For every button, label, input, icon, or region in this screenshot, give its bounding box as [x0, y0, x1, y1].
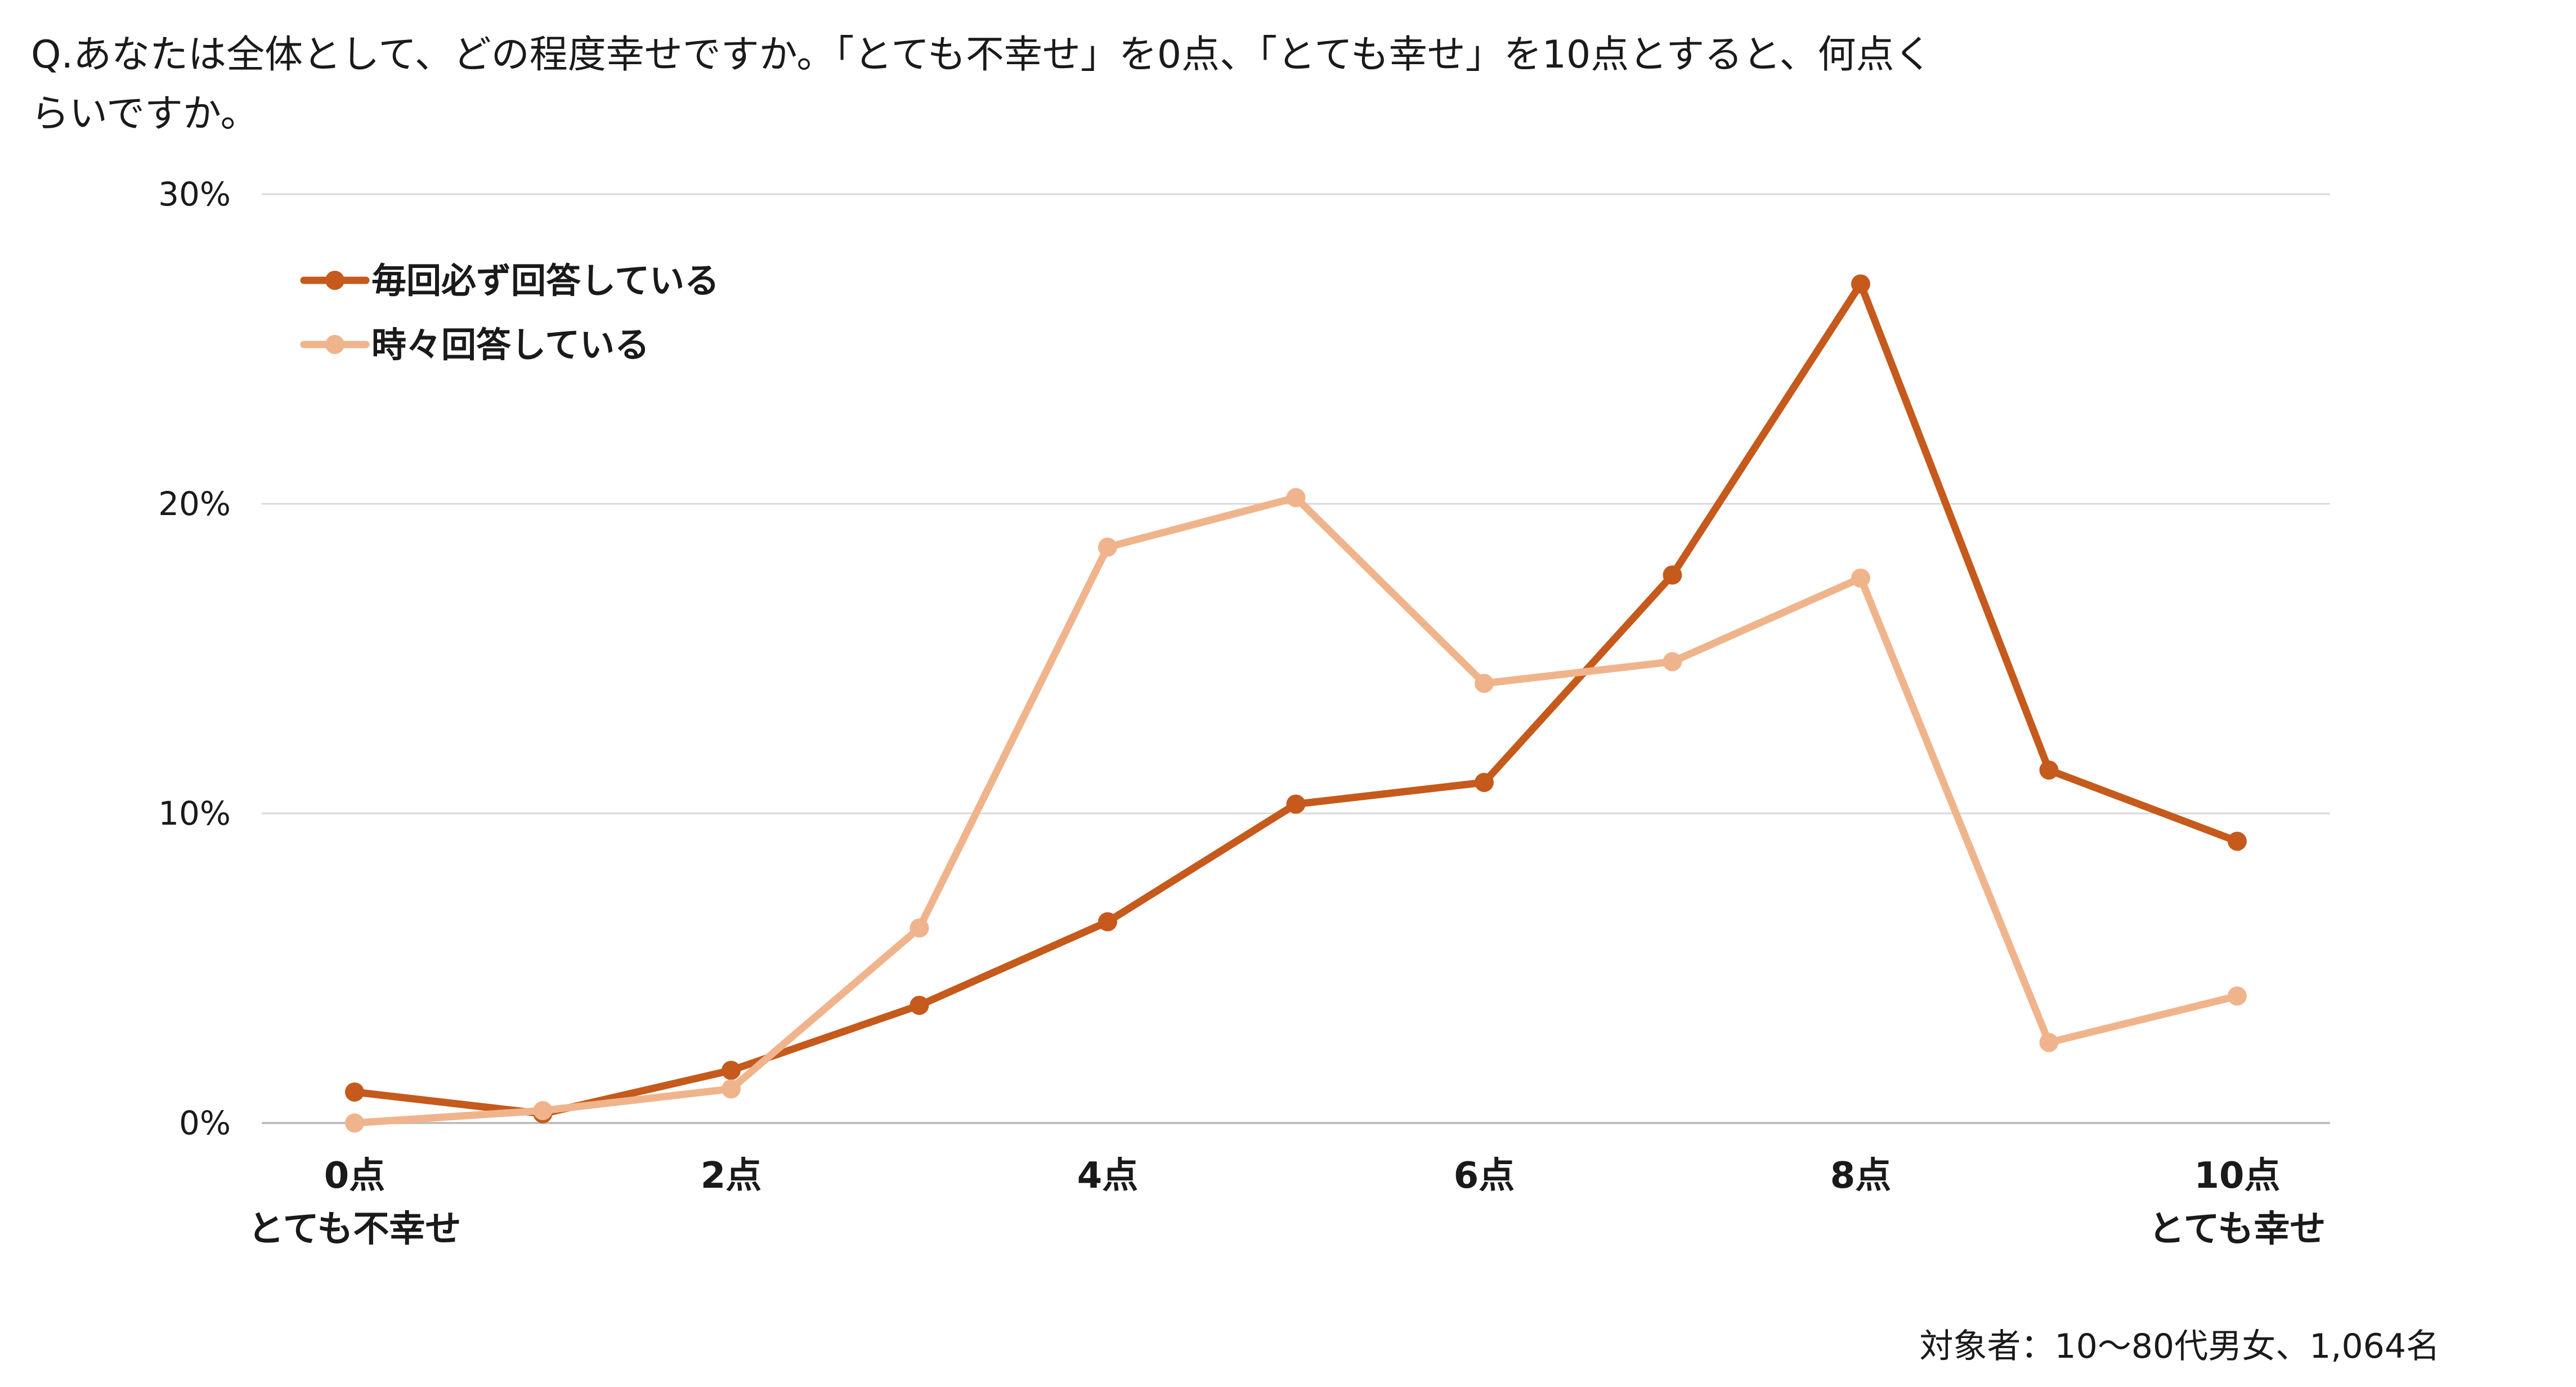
x-tick-label: 4点 — [1077, 1155, 1139, 1197]
series-lines — [345, 274, 2247, 1133]
legend-item-2: 時々回答している — [300, 324, 649, 365]
data-point — [2228, 831, 2247, 851]
data-point — [533, 1101, 553, 1120]
x-tick-sublabel: とても幸せ — [2149, 1209, 2326, 1250]
x-tick-label: 10点 — [2194, 1155, 2280, 1197]
data-point — [1098, 912, 1117, 932]
data-point — [1098, 538, 1117, 557]
series-2 — [345, 488, 2247, 1133]
legend-item-1: 毎回必ず回答している — [300, 260, 719, 301]
y-tick-label: 20% — [158, 485, 231, 523]
data-point — [2228, 986, 2247, 1006]
data-point — [1663, 652, 1682, 672]
data-point — [2039, 1033, 2059, 1052]
series-line — [351, 280, 2241, 1117]
y-tick-label: 10% — [158, 794, 231, 833]
x-tick-label: 8点 — [1830, 1155, 1892, 1197]
data-point — [722, 1061, 741, 1080]
y-tick-label: 30% — [158, 175, 231, 213]
data-point — [1286, 794, 1306, 814]
data-point — [1475, 674, 1494, 693]
data-point — [2039, 760, 2059, 780]
legend-marker — [325, 271, 344, 290]
question-line-1: Q.あなたは全体として、どの程度幸せですか。「とても不幸せ」を0点、「とても幸せ… — [31, 33, 1933, 77]
x-tick-sublabel: とても不幸せ — [248, 1209, 462, 1250]
data-point — [1851, 274, 1870, 294]
data-point — [910, 918, 929, 938]
x-tick-label: 6点 — [1454, 1155, 1515, 1197]
data-point — [722, 1079, 741, 1099]
legend-label: 時々回答している — [371, 324, 649, 365]
legend-label: 毎回必ず回答している — [371, 260, 719, 301]
data-point — [1851, 569, 1870, 588]
x-tick-label: 0点 — [324, 1155, 386, 1197]
question-line-2: らいですか。 — [31, 92, 259, 136]
series-1 — [345, 274, 2247, 1124]
legend-marker — [325, 335, 344, 354]
y-tick-label: 0% — [179, 1104, 231, 1142]
data-point — [1663, 565, 1682, 585]
x-tick-label: 2点 — [701, 1155, 762, 1197]
respondent-note: 対象者：10〜80代男女、1,064名 — [1920, 1327, 2440, 1366]
data-point — [345, 1082, 364, 1102]
data-point — [910, 996, 929, 1015]
data-point — [1475, 773, 1494, 792]
y-axis-ticks: 0% 10% 20% 30% — [158, 175, 231, 1142]
data-point — [1286, 488, 1306, 507]
data-point — [345, 1113, 364, 1133]
